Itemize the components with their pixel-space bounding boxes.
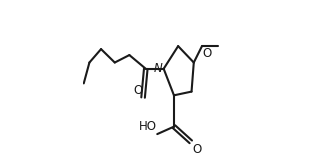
Text: O: O [203, 47, 212, 60]
Text: O: O [192, 143, 202, 156]
Text: O: O [133, 84, 142, 97]
Text: N: N [154, 62, 162, 75]
Text: HO: HO [138, 120, 156, 133]
